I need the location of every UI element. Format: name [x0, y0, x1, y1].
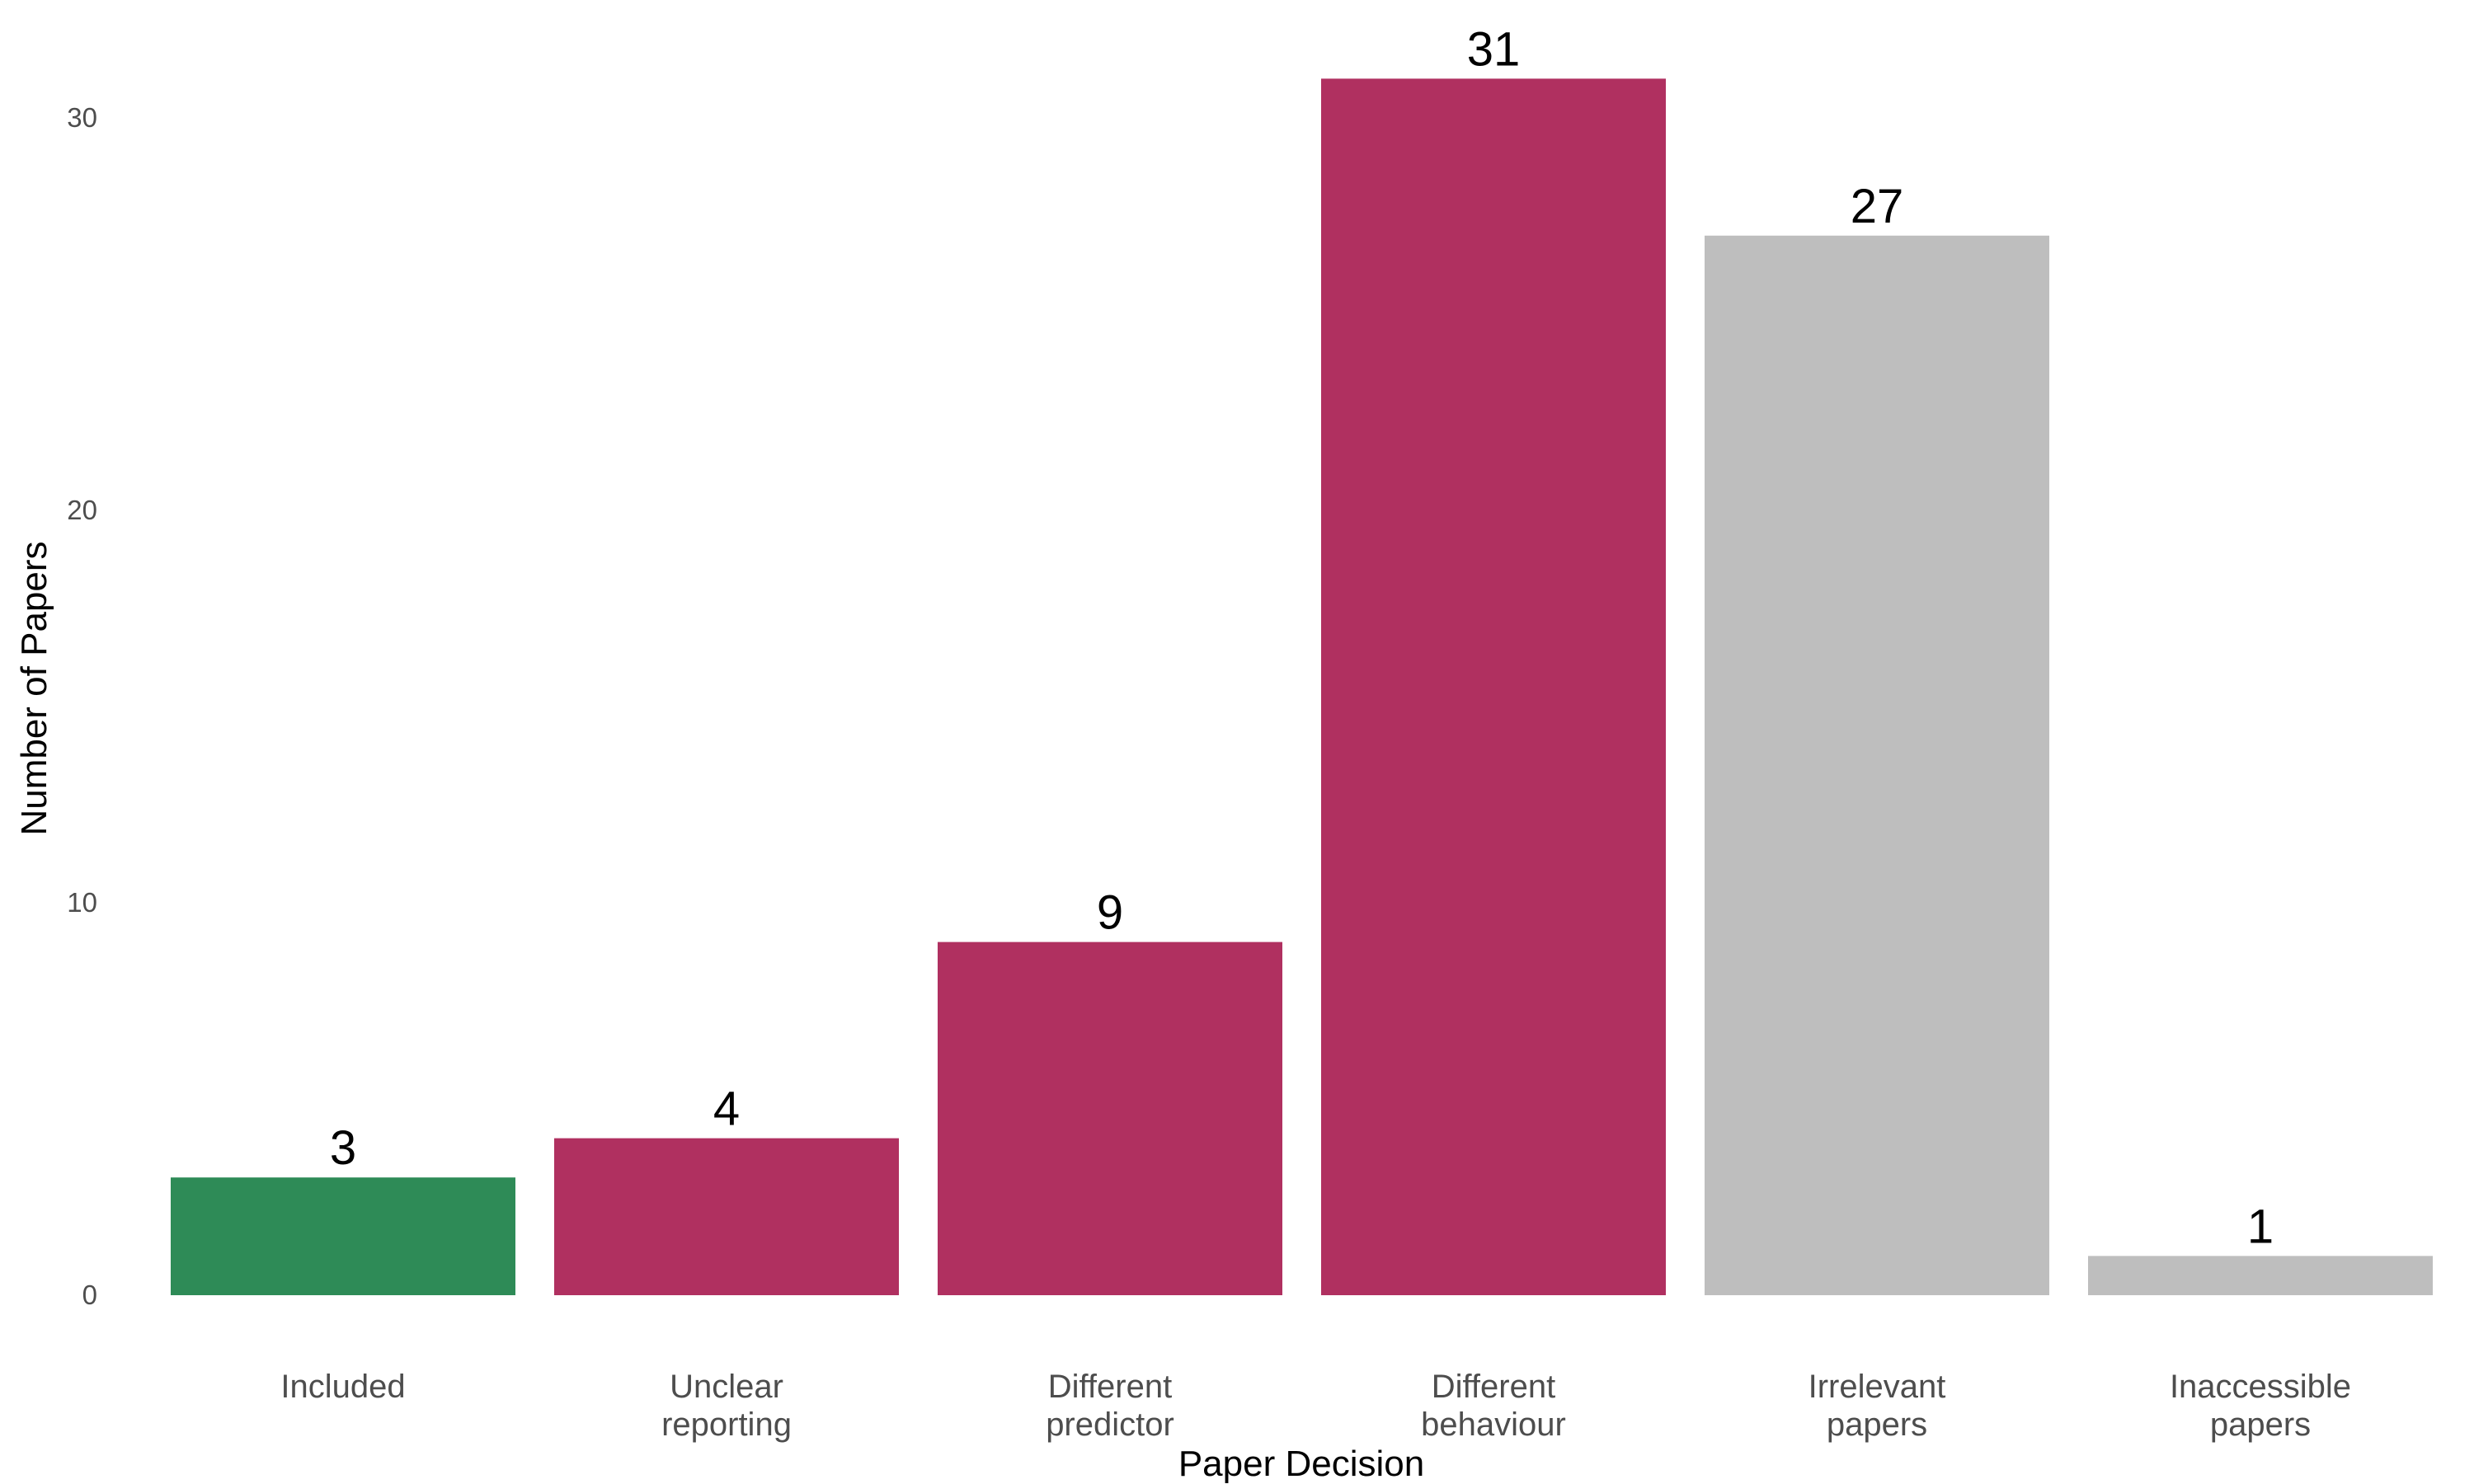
x-tick-label-line: Inaccessible [2170, 1369, 2351, 1405]
x-tick-label-line: predictor [1046, 1407, 1174, 1443]
bars-group [171, 78, 2433, 1295]
bar-value-label: 4 [713, 1082, 740, 1136]
bar [2088, 1256, 2433, 1295]
y-tick-label: 30 [67, 102, 97, 133]
x-tick-label-line: Included [280, 1369, 405, 1405]
bar [171, 1177, 515, 1295]
x-tick-label: Irrelevant papers [1808, 1369, 1946, 1443]
y-axis-ticks: 0 10 20 30 [67, 102, 97, 1310]
y-tick-label: 10 [67, 887, 97, 918]
x-tick-label-line: Irrelevant [1808, 1369, 1946, 1405]
bar-value-label: 1 [2247, 1200, 2274, 1253]
bar-value-label: 3 [330, 1121, 356, 1175]
x-tick-label-line: papers [2210, 1407, 2311, 1443]
x-tick-label-line: Different [1432, 1369, 1555, 1405]
data-labels-group: 3 4 9 31 27 1 [330, 22, 2274, 1253]
x-tick-label: Unclear reporting [661, 1369, 792, 1443]
x-tick-label: Inaccessible papers [2170, 1369, 2351, 1443]
bar [554, 1138, 899, 1295]
x-tick-label-line: Unclear [670, 1369, 783, 1405]
bar-value-label: 27 [1851, 180, 1904, 233]
bar-value-label: 31 [1467, 22, 1521, 76]
y-tick-label: 0 [82, 1280, 97, 1310]
bar-value-label: 9 [1097, 886, 1123, 940]
bar [938, 942, 1282, 1295]
x-tick-label-line: Different [1048, 1369, 1172, 1405]
x-axis-title: Paper Decision [1178, 1444, 1424, 1484]
x-tick-label: Included [280, 1369, 405, 1405]
x-tick-label: Different behaviour [1421, 1369, 1566, 1443]
x-tick-label-line: reporting [661, 1407, 792, 1443]
x-tick-label-line: papers [1827, 1407, 1927, 1443]
y-tick-label: 20 [67, 495, 97, 525]
y-axis-title: Number of Papers [14, 541, 54, 835]
bar [1321, 78, 1666, 1295]
bar [1705, 235, 2049, 1295]
x-tick-label-line: behaviour [1421, 1407, 1566, 1443]
x-tick-label: Different predictor [1046, 1369, 1174, 1443]
